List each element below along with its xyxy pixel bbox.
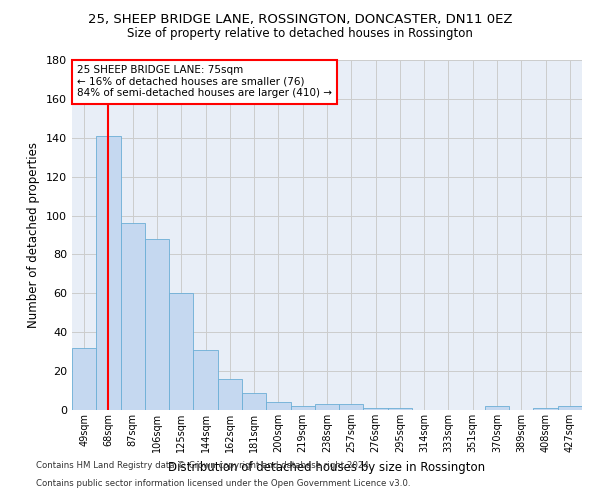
Bar: [242, 392, 266, 410]
Bar: [290, 406, 315, 410]
Text: Contains HM Land Registry data © Crown copyright and database right 2024.: Contains HM Land Registry data © Crown c…: [36, 461, 371, 470]
Text: 25 SHEEP BRIDGE LANE: 75sqm
← 16% of detached houses are smaller (76)
84% of sem: 25 SHEEP BRIDGE LANE: 75sqm ← 16% of det…: [77, 66, 332, 98]
Bar: [266, 402, 290, 410]
Text: Size of property relative to detached houses in Rossington: Size of property relative to detached ho…: [127, 28, 473, 40]
Bar: [339, 404, 364, 410]
Bar: [72, 348, 96, 410]
Bar: [315, 404, 339, 410]
Bar: [96, 136, 121, 410]
Bar: [364, 408, 388, 410]
Bar: [218, 379, 242, 410]
Bar: [558, 406, 582, 410]
X-axis label: Distribution of detached houses by size in Rossington: Distribution of detached houses by size …: [169, 460, 485, 473]
Bar: [485, 406, 509, 410]
Bar: [121, 224, 145, 410]
Text: Contains public sector information licensed under the Open Government Licence v3: Contains public sector information licen…: [36, 478, 410, 488]
Bar: [193, 350, 218, 410]
Bar: [388, 408, 412, 410]
Bar: [169, 294, 193, 410]
Bar: [533, 408, 558, 410]
Y-axis label: Number of detached properties: Number of detached properties: [28, 142, 40, 328]
Text: 25, SHEEP BRIDGE LANE, ROSSINGTON, DONCASTER, DN11 0EZ: 25, SHEEP BRIDGE LANE, ROSSINGTON, DONCA…: [88, 12, 512, 26]
Bar: [145, 239, 169, 410]
